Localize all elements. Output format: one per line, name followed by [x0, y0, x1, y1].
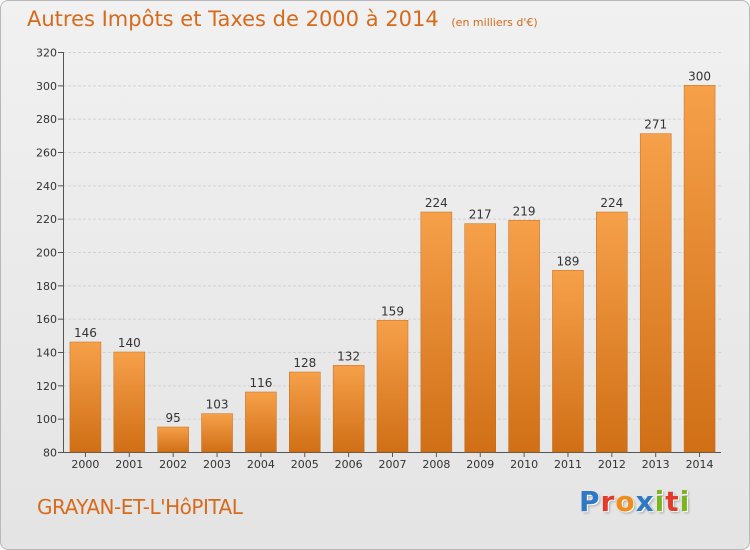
x-tick-label-2006: 2006	[335, 458, 363, 471]
bar-2005	[289, 371, 321, 453]
y-tick-label: 100	[36, 413, 57, 426]
x-tick-label-2001: 2001	[115, 458, 143, 471]
y-tick-label: 180	[36, 280, 57, 293]
bar-2009	[464, 223, 496, 453]
y-tick-label: 80	[43, 447, 57, 460]
y-tick-label: 220	[36, 213, 57, 226]
logo-letter: i	[679, 485, 691, 518]
bar-2006	[332, 365, 365, 453]
bar-2004	[245, 391, 277, 453]
logo-letter: t	[665, 485, 680, 518]
data-label-2004: 116	[249, 376, 272, 390]
data-label-2006: 132	[337, 349, 360, 363]
x-tick-label-2012: 2012	[598, 458, 626, 471]
x-tick-label-2010: 2010	[510, 458, 538, 471]
bar-2002	[157, 426, 189, 453]
x-tick-label-2013: 2013	[642, 458, 670, 471]
data-label-2012: 224	[600, 196, 623, 210]
bar-2007	[376, 320, 409, 453]
commune-name: GRAYAN-ET-L'HôPITAL	[37, 495, 243, 519]
y-tick-label: 260	[36, 147, 57, 160]
bar-2010	[508, 220, 540, 453]
data-label-2010: 219	[513, 204, 536, 218]
logo-letter: o	[615, 485, 636, 518]
x-tick-label-2003: 2003	[203, 458, 231, 471]
data-label-2003: 103	[206, 398, 229, 412]
data-label-2007: 159	[381, 304, 404, 318]
bar-2000	[69, 341, 102, 453]
bar-2012	[596, 211, 628, 453]
data-label-2008: 224	[425, 196, 448, 210]
logo-letter: P	[579, 485, 601, 518]
y-tick-label: 140	[36, 347, 57, 360]
y-tick-label: 160	[36, 313, 57, 326]
y-tick-label: 240	[36, 180, 57, 193]
data-label-2002: 95	[166, 411, 181, 425]
x-tick-label-2007: 2007	[379, 458, 407, 471]
x-tick-label-2004: 2004	[247, 458, 275, 471]
data-label-2011: 189	[557, 254, 580, 268]
x-tick-label-2002: 2002	[159, 458, 187, 471]
bar-2008	[420, 211, 453, 453]
chart-unit: (en milliers d'€)	[451, 16, 538, 29]
logo-letter: x	[635, 485, 655, 518]
y-tick-label: 300	[36, 80, 57, 93]
y-tick-label: 320	[36, 47, 57, 60]
bar-2003	[201, 413, 233, 453]
y-tick-label: 120	[36, 380, 57, 393]
x-tick-label-2000: 2000	[71, 458, 99, 471]
y-tick-label: 280	[36, 113, 57, 126]
x-tick-label-2005: 2005	[291, 458, 319, 471]
chart-title: Autres Impôts et Taxes de 2000 à 2014 (e…	[27, 7, 538, 31]
data-label-2014: 300	[688, 69, 711, 83]
data-label-2005: 128	[293, 356, 316, 370]
data-label-2009: 217	[469, 208, 492, 222]
bar-2011	[552, 270, 584, 453]
axis-layer: 80 100 120 140 160 180 200 220 240 260 280 300 320 20…	[36, 47, 721, 471]
data-label-2000: 146	[74, 326, 97, 340]
x-tick-label-2014: 2014	[686, 458, 714, 471]
data-label-2013: 271	[644, 118, 667, 132]
y-tick-label: 200	[36, 247, 57, 260]
x-tick-label-2008: 2008	[422, 458, 450, 471]
bar-2013	[639, 133, 672, 453]
logo-letter: r	[600, 485, 616, 518]
x-tick-label-2011: 2011	[554, 458, 582, 471]
data-label-2001: 140	[118, 336, 141, 350]
bar-2014	[683, 85, 716, 453]
bar-layer	[69, 85, 716, 453]
x-tick-label-2009: 2009	[466, 458, 494, 471]
bar-2001	[113, 351, 146, 453]
logo-letter: i	[654, 485, 666, 518]
proxiti-logo[interactable]: Proxiti	[579, 485, 690, 518]
chart-title-text: Autres Impôts et Taxes de 2000 à 2014	[27, 7, 439, 31]
label-layer: 146 140 95 103 116 128 132 159 224 217 219 189 224 27…	[74, 69, 711, 425]
